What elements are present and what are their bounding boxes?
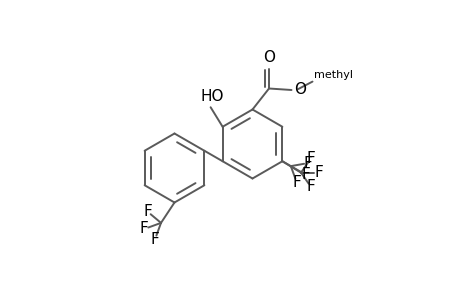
Text: F: F [143, 204, 151, 219]
Text: F: F [301, 167, 310, 182]
Text: F: F [150, 232, 159, 247]
Text: F: F [313, 165, 322, 180]
Text: F: F [306, 151, 315, 166]
Text: F: F [292, 175, 301, 190]
Text: methyl: methyl [313, 70, 352, 80]
Text: F: F [303, 156, 312, 171]
Text: HO: HO [200, 88, 224, 104]
Text: F: F [306, 179, 315, 194]
Text: O: O [294, 82, 306, 97]
Text: F: F [140, 221, 148, 236]
Text: O: O [263, 50, 274, 65]
